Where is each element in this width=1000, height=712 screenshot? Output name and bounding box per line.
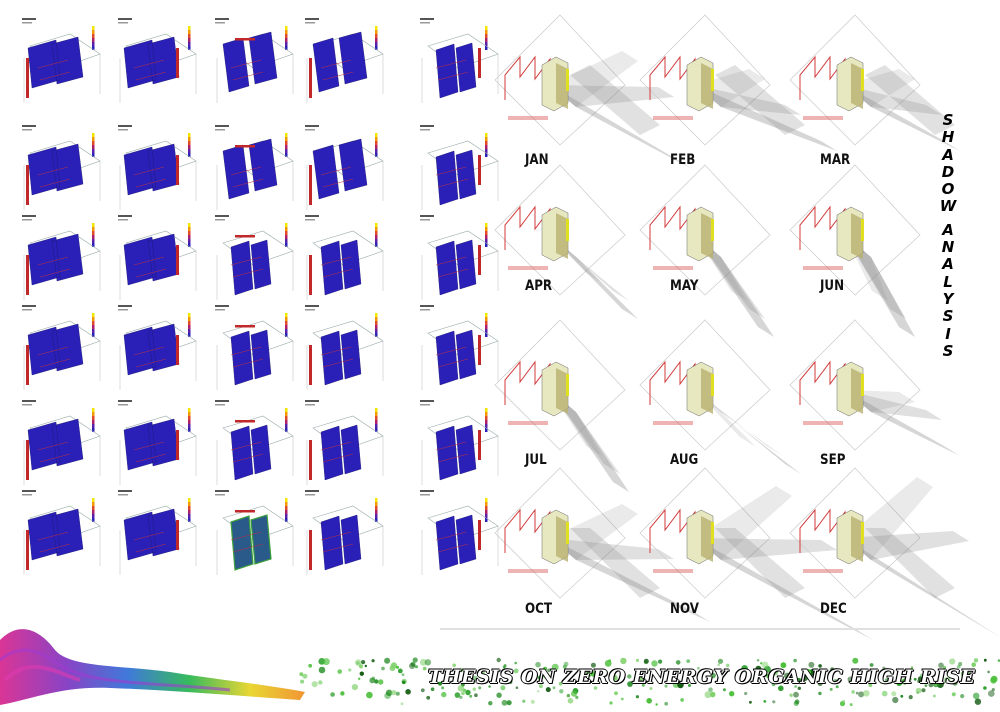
title-letter: N: [941, 238, 955, 257]
insolation-diagram: [118, 125, 197, 210]
month-label: SEP: [820, 452, 846, 468]
shadow-diagram: [639, 319, 801, 474]
insolation-diagram: [215, 400, 294, 485]
title-letter: W: [939, 197, 957, 216]
insolation-diagram: [305, 125, 384, 210]
insolation-diagram: [305, 215, 384, 300]
month-label: APR: [525, 278, 553, 294]
shadow-diagram: [494, 319, 629, 492]
insolation-diagram: [22, 305, 101, 390]
insolation-diagram: [118, 18, 197, 103]
title-letter: S: [942, 111, 954, 129]
insolation-diagram: [22, 215, 101, 300]
shadow-diagram: [494, 14, 692, 169]
insolation-analysis-grid: [22, 18, 499, 575]
month-label: JUN: [820, 278, 845, 294]
insolation-diagram: [420, 125, 499, 210]
insolation-diagram: [305, 305, 384, 390]
insolation-diagram: [305, 18, 384, 103]
shadow-diagram: [494, 467, 710, 622]
month-label: JUL: [525, 452, 547, 468]
title-letter: O: [941, 180, 955, 199]
insolation-diagram: [118, 400, 197, 485]
insolation-diagram: [215, 305, 294, 390]
insolation-diagram: [118, 305, 197, 390]
insolation-diagram: [22, 400, 101, 485]
title-letter: I: [945, 324, 951, 343]
title-letter: L: [943, 272, 953, 291]
insolation-diagram: [22, 18, 101, 103]
month-label: MAR: [820, 152, 851, 168]
month-label: AUG: [670, 452, 699, 468]
title-letter: S: [942, 341, 954, 360]
insolation-diagram: [215, 18, 294, 103]
shadow-diagram: [789, 14, 960, 151]
insolation-diagram: [22, 490, 101, 575]
insolation-diagram: [118, 490, 197, 575]
title-letter: A: [942, 220, 954, 239]
shadow-diagram: [639, 164, 774, 337]
shadow-diagram: [789, 467, 1000, 638]
title-letter: S: [942, 307, 954, 326]
insolation-diagram: [305, 490, 384, 575]
insolation-diagram: [118, 215, 197, 300]
insolation-diagram: [215, 215, 294, 300]
shadow-diagram: [789, 164, 921, 337]
green-dot-band: [299, 657, 1000, 707]
shadow-diagrams: [494, 14, 1000, 640]
title-letter: A: [942, 255, 954, 274]
title-letter: D: [941, 162, 955, 181]
thesis-title: THESIS ON ZERO ENERGY ORGANIC HIGH RISE: [428, 666, 976, 688]
insolation-diagram: [420, 18, 499, 103]
month-label: DEC: [820, 601, 847, 617]
insolation-diagram: [420, 215, 499, 300]
insolation-diagram: [215, 490, 294, 575]
smoke-swirl-graphic: [0, 629, 305, 705]
insolation-diagram: [22, 125, 101, 210]
month-label: JAN: [525, 152, 549, 168]
insolation-diagram: [420, 400, 499, 485]
title-letter: H: [941, 128, 955, 147]
month-label: MAY: [670, 278, 699, 294]
shadow-diagram: [494, 164, 638, 319]
month-label: OCT: [525, 601, 552, 617]
shadow-diagram: [639, 467, 873, 640]
shadow-diagram: [639, 14, 837, 151]
shadow-diagram: [789, 319, 960, 456]
insolation-diagram: [305, 400, 384, 485]
month-label: NOV: [670, 601, 699, 617]
insolation-diagram: [420, 490, 499, 575]
insolation-diagram: [420, 305, 499, 390]
insolation-diagram: [215, 125, 294, 210]
title-letter: Y: [942, 289, 954, 308]
month-label: FEB: [670, 152, 696, 168]
title-letter: A: [942, 145, 954, 164]
